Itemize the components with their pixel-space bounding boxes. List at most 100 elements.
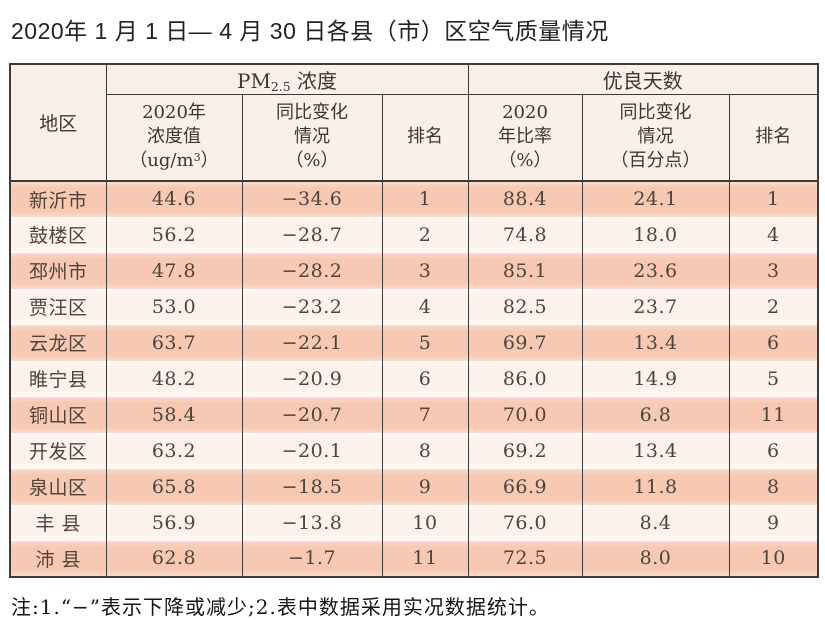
table-row: 邳州市 47.8 −28.2 3 85.1 23.6 3 bbox=[9, 252, 819, 289]
pm-rank-cell: 3 bbox=[381, 252, 469, 289]
pm-change-cell: −28.7 bbox=[241, 216, 383, 253]
header-group-good-days: 优良天数 bbox=[467, 64, 819, 96]
pm-value-cell: 48.2 bbox=[105, 360, 243, 397]
pm-value-cell: 58.4 bbox=[105, 396, 243, 433]
header-line: 年比率 bbox=[498, 126, 552, 148]
pm-value-cell: 63.2 bbox=[105, 432, 243, 469]
header-line: （百分点） bbox=[610, 150, 701, 172]
table-row: 云龙区 63.7 −22.1 5 69.7 13.4 6 bbox=[9, 324, 819, 361]
header-line: 情况 bbox=[294, 126, 330, 148]
table-header: 地区 PM2.5 浓度 优良天数 2020年 浓度值 （ug/m3） 同比变化 … bbox=[9, 64, 819, 182]
header-line: 同比变化 bbox=[619, 101, 692, 123]
table-row: 开发区 63.2 −20.1 8 69.2 13.4 6 bbox=[9, 432, 819, 469]
table-row: 睢宁县 48.2 −20.9 6 86.0 14.9 5 bbox=[9, 360, 819, 397]
pm-value-cell: 44.6 bbox=[105, 180, 243, 217]
header-region: 地区 bbox=[9, 64, 107, 182]
days-change-cell: 6.8 bbox=[581, 396, 730, 433]
days-change-cell: 23.7 bbox=[581, 288, 730, 325]
region-cell: 鼓楼区 bbox=[9, 216, 107, 253]
pm-change-cell: −20.7 bbox=[241, 396, 383, 433]
days-rate-cell: 69.7 bbox=[467, 324, 583, 361]
pm-rank-cell: 5 bbox=[381, 324, 469, 361]
days-rate-cell: 66.9 bbox=[467, 468, 583, 505]
header-pm-change: 同比变化 情况 （%） bbox=[241, 94, 383, 182]
page-title: 2020年 1 月 1 日— 4 月 30 日各县（市）区空气质量情况 bbox=[11, 18, 609, 44]
table-body: 新沂市 44.6 −34.6 1 88.4 24.1 1 鼓楼区 56.2 −2… bbox=[9, 180, 819, 577]
region-cell: 邳州市 bbox=[9, 252, 107, 289]
header-sub-row: 2020年 浓度值 （ug/m3） 同比变化 情况 （%） 排名 2020 年比… bbox=[10, 94, 819, 182]
region-cell: 铜山区 bbox=[9, 396, 107, 433]
header-group-pm25: PM2.5 浓度 bbox=[105, 64, 469, 96]
days-rank-cell: 8 bbox=[728, 468, 819, 505]
pm-rank-cell: 10 bbox=[381, 504, 469, 541]
pm-change-cell: −13.8 bbox=[241, 504, 383, 541]
header-line: 同比变化 bbox=[276, 101, 348, 123]
pm-value-cell: 56.9 bbox=[105, 504, 243, 541]
days-rate-cell: 70.0 bbox=[467, 396, 583, 433]
days-change-cell: 8.0 bbox=[581, 540, 730, 577]
pm-value-cell: 62.8 bbox=[105, 540, 243, 577]
pm-rank-cell: 6 bbox=[381, 360, 469, 397]
pm25-label-subscript: 2.5 bbox=[270, 79, 291, 95]
days-rate-cell: 76.0 bbox=[467, 504, 583, 541]
table-row: 铜山区 58.4 −20.7 7 70.0 6.8 11 bbox=[9, 396, 819, 433]
header-pm-concentration: 2020年 浓度值 （ug/m3） bbox=[105, 94, 243, 182]
header-days-rank: 排名 bbox=[728, 94, 819, 182]
pm-change-cell: −1.7 bbox=[241, 540, 383, 577]
region-cell: 云龙区 bbox=[9, 324, 107, 361]
header-group-row: 地区 PM2.5 浓度 优良天数 bbox=[9, 64, 819, 182]
pm25-label-suffix: 浓度 bbox=[290, 69, 337, 93]
pm-change-cell: −18.5 bbox=[241, 468, 383, 505]
days-change-cell: 13.4 bbox=[581, 432, 730, 469]
days-rank-cell: 10 bbox=[728, 540, 819, 577]
days-change-cell: 13.4 bbox=[581, 324, 730, 361]
days-rank-cell: 9 bbox=[728, 504, 819, 541]
table-row: 泉山区 65.8 −18.5 9 66.9 11.8 8 bbox=[9, 468, 819, 505]
unit-superscript: 3 bbox=[193, 151, 201, 165]
table-row: 鼓楼区 56.2 −28.7 2 74.8 18.0 4 bbox=[9, 216, 819, 253]
region-cell: 丰 县 bbox=[9, 504, 107, 541]
days-rate-cell: 74.8 bbox=[467, 216, 583, 253]
days-change-cell: 11.8 bbox=[581, 468, 730, 505]
days-rank-cell: 1 bbox=[728, 180, 819, 217]
days-rank-cell: 11 bbox=[728, 396, 819, 433]
days-rate-cell: 69.2 bbox=[467, 432, 583, 469]
region-cell: 沛 县 bbox=[9, 540, 107, 577]
pm-change-cell: −22.1 bbox=[241, 324, 383, 361]
pm-value-cell: 53.0 bbox=[105, 288, 243, 325]
pm-value-cell: 65.8 bbox=[105, 468, 243, 505]
header-unit-line: （ug/m3） bbox=[107, 149, 241, 173]
days-change-cell: 18.0 bbox=[581, 216, 730, 253]
days-rank-cell: 4 bbox=[728, 216, 819, 253]
days-rate-cell: 82.5 bbox=[467, 288, 583, 325]
pm-rank-cell: 2 bbox=[381, 216, 469, 253]
header-line: （%） bbox=[498, 150, 552, 172]
pm-change-cell: −20.9 bbox=[241, 360, 383, 397]
region-cell: 新沂市 bbox=[9, 180, 107, 217]
days-rank-cell: 6 bbox=[728, 432, 819, 469]
table-row: 贾汪区 53.0 −23.2 4 82.5 23.7 2 bbox=[9, 288, 819, 325]
days-rank-cell: 3 bbox=[728, 252, 819, 289]
days-change-cell: 23.6 bbox=[581, 252, 730, 289]
days-rate-cell: 88.4 bbox=[467, 180, 583, 217]
header-line: （%） bbox=[285, 150, 339, 172]
header-line: 2020 bbox=[502, 101, 548, 123]
days-rank-cell: 5 bbox=[728, 360, 819, 397]
header-days-rate: 2020 年比率 （%） bbox=[467, 94, 583, 182]
header-line: 浓度值 bbox=[147, 126, 201, 148]
region-cell: 开发区 bbox=[9, 432, 107, 469]
days-rate-cell: 72.5 bbox=[467, 540, 583, 577]
unit-suffix: ） bbox=[200, 150, 219, 172]
region-cell: 贾汪区 bbox=[9, 288, 107, 325]
pm-rank-cell: 4 bbox=[381, 288, 469, 325]
days-rate-cell: 86.0 bbox=[467, 360, 583, 397]
table-row: 沛 县 62.8 −1.7 11 72.5 8.0 10 bbox=[9, 540, 819, 577]
pm-change-cell: −23.2 bbox=[241, 288, 383, 325]
footnote: 注:1.“−”表示下降或减少;2.表中数据采用实况数据统计。 bbox=[11, 594, 550, 619]
pm25-label-prefix: PM bbox=[236, 69, 271, 93]
air-quality-table: 地区 PM2.5 浓度 优良天数 2020年 浓度值 （ug/m3） 同比变化 … bbox=[9, 63, 820, 578]
header-line: 2020年 bbox=[142, 101, 206, 123]
days-change-cell: 8.4 bbox=[581, 504, 730, 541]
pm-rank-cell: 8 bbox=[381, 432, 469, 469]
